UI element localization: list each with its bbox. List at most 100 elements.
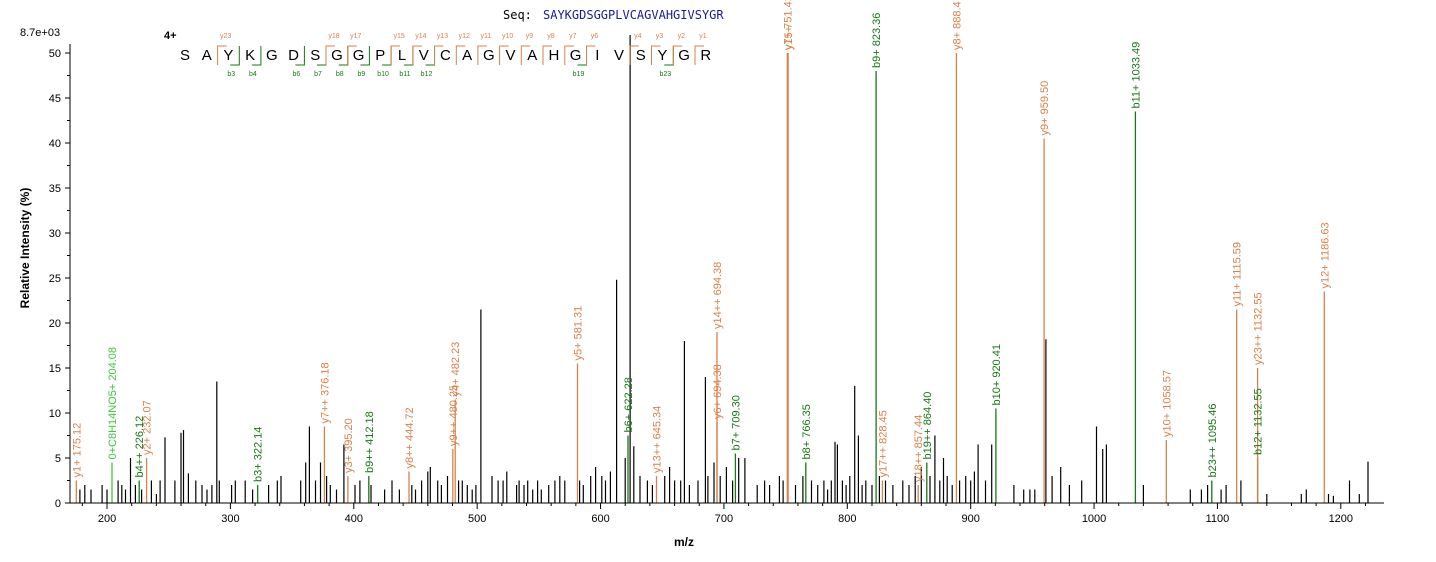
y-ion-bracket xyxy=(499,45,509,65)
b-ion-marker: b6 xyxy=(293,71,301,78)
y-ion-bracket xyxy=(455,45,466,65)
peak-labels-layer: y1+ 175.12 0+C8H14NO5+ 204.08 b4++ 226.12y… xyxy=(71,0,1331,482)
y-ion-marker: y4 xyxy=(634,33,642,40)
sequence-residue: D xyxy=(288,47,299,64)
intensity-scale-label: 8.7e+03 xyxy=(20,27,60,39)
sequence-residue: P xyxy=(375,47,385,64)
peak-label: y7+ 751.41 xyxy=(782,0,794,50)
peak-label: y7++ 376.18 xyxy=(319,362,331,423)
y-tick-label: 5 xyxy=(55,453,61,465)
b-ion-marker: b19 xyxy=(573,71,585,78)
y-ion-marker: y8 xyxy=(547,33,555,40)
peak-label: b9+ 823.36 xyxy=(871,13,883,68)
sequence-residue: S xyxy=(180,47,190,64)
x-tick-label: 800 xyxy=(838,513,856,525)
y-ion-marker: y1 xyxy=(699,33,707,40)
y-ion-bracket xyxy=(586,45,596,65)
y-ion-bracket xyxy=(347,45,357,65)
y-tick-label: 40 xyxy=(49,138,61,150)
b-ion-marker: b7 xyxy=(314,71,322,78)
b-ion-marker: b23 xyxy=(659,71,671,78)
peak-label: y3+ 395.20 xyxy=(343,418,355,473)
x-axis-title: m/z xyxy=(674,535,694,549)
sequence-residue: A xyxy=(202,47,212,64)
y-ion-bracket xyxy=(694,45,704,65)
sequence-residue: A xyxy=(462,47,472,64)
x-tick-label: 600 xyxy=(591,513,609,525)
y-ion-marker: y7 xyxy=(569,33,577,40)
sequence-residue: V xyxy=(614,47,624,64)
peak-label: b11+ 1033.49 xyxy=(1130,42,1142,109)
b-ion-marker: b9 xyxy=(358,71,366,78)
sequence-residue: G xyxy=(331,47,343,64)
peak-label: y4+ 482.23 xyxy=(450,342,462,397)
sequence-header-value: SAYKGDSGGPLVCAGVAHGIVSYGR xyxy=(543,8,724,22)
y-ion-bracket xyxy=(520,45,531,65)
y-ion-marker: y2 xyxy=(678,33,686,40)
x-tick-label: 200 xyxy=(98,513,116,525)
y-axis-title: Relative Intensity (%) xyxy=(18,188,32,309)
peak-label: y9++ 480.25 xyxy=(448,385,460,446)
x-tick-label: 700 xyxy=(715,513,733,525)
y-ion-bracket xyxy=(629,45,639,65)
peak-label: b6+ 622.28 xyxy=(623,377,635,432)
b-ion-marker: b11 xyxy=(399,71,410,78)
peak-label: y15+ xyxy=(783,26,795,50)
y-ion-bracket xyxy=(651,45,661,65)
b-ion-bracket xyxy=(230,46,240,66)
peak-label: y6+ 694.38 xyxy=(712,364,724,419)
b-ion-marker: b4 xyxy=(249,71,257,78)
y-ion-marker: y13 xyxy=(437,33,448,40)
sequence-residue: G xyxy=(483,47,495,64)
sequence-residue: I xyxy=(595,47,599,64)
y-ion-marker: y9 xyxy=(526,33,534,40)
y-tick-label: 35 xyxy=(49,183,61,195)
y-ion-bracket xyxy=(217,45,227,65)
peak-label: b4++ 226.12 xyxy=(134,416,146,478)
sequence-residue: G xyxy=(266,47,278,64)
peak-label: y23++ 1132.55 xyxy=(1253,292,1265,365)
x-tick-label: 500 xyxy=(468,513,486,525)
sequence-residue: V xyxy=(505,47,515,64)
peak-label: y8++ 444.72 xyxy=(404,407,416,468)
axes-layer: 0 5 10 15 20 25 30 35 40 45 50 200 300 400 500 600 700 80… xyxy=(49,44,1384,525)
fragment-map: S A Y K G D S G G P L V C A G V A H G I V S Y G Rb3 b4 b6 b7 b8 b9 b10… xyxy=(180,33,711,78)
y-tick-label: 15 xyxy=(49,363,61,375)
x-tick-label: 1100 xyxy=(1206,513,1230,525)
peak-label: b8+ 766.35 xyxy=(801,404,813,459)
x-tick-label: 900 xyxy=(961,513,979,525)
peak-label: y10+ 1058.57 xyxy=(1161,370,1173,437)
y-ion-bracket xyxy=(542,45,552,65)
peaks-layer xyxy=(75,35,1369,503)
sequence-prefix-label: Seq: xyxy=(503,8,532,22)
peak-label: 0+C8H14NO5+ 204.08 xyxy=(107,347,119,460)
y-ion-bracket xyxy=(412,45,422,65)
y-ion-bracket xyxy=(434,45,444,65)
y-ion-marker: y3 xyxy=(656,33,664,40)
y-ion-marker: y23 xyxy=(220,33,231,40)
peak-label: b12+ 1132.55 xyxy=(1253,388,1265,455)
sequence-residue: A xyxy=(527,47,537,64)
sequence-residue: G xyxy=(570,47,582,64)
y-ion-bracket xyxy=(325,45,335,65)
x-tick-label: 1200 xyxy=(1329,513,1353,525)
y-ion-bracket xyxy=(564,45,574,65)
y-tick-label: 30 xyxy=(49,228,61,240)
x-tick-label: 400 xyxy=(345,513,363,525)
sequence-residue: G xyxy=(678,47,690,64)
sequence-residue: V xyxy=(419,47,429,64)
sequence-residue: Y xyxy=(223,47,233,64)
sequence-residue: C xyxy=(440,47,451,64)
b-ion-bracket xyxy=(360,46,370,66)
y-ion-marker: y12 xyxy=(459,33,470,40)
sequence-residue: R xyxy=(700,47,711,64)
peak-label: y5+ 581.31 xyxy=(573,306,585,361)
peak-label: y12+ 1186.63 xyxy=(1319,222,1331,288)
b-ion-marker: b10 xyxy=(377,71,389,78)
peak-label: b7+ 709.30 xyxy=(730,395,742,450)
y-ion-marker: y15 xyxy=(393,33,404,40)
peak-label: y8+ 888.4 xyxy=(951,1,963,50)
b-ion-bracket xyxy=(295,46,305,66)
b-ion-marker: b8 xyxy=(336,71,344,78)
